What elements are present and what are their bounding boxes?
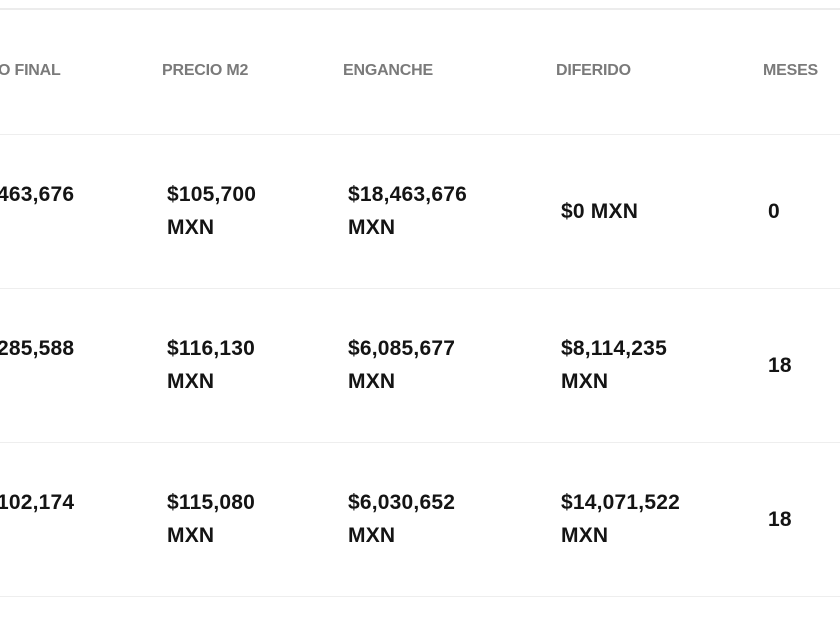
cell-precio-final: 102,174 — [0, 491, 75, 514]
row-divider — [0, 596, 840, 597]
cell-diferido: $0 MXN — [561, 200, 639, 223]
cell-precio-m2-value: $116,130 — [167, 337, 256, 360]
header-divider — [0, 134, 840, 135]
cell-precio-m2-unit: MXN — [167, 216, 215, 239]
column-header-precio-final: O FINAL — [0, 62, 61, 79]
cell-precio-m2-value: $105,700 — [167, 183, 257, 206]
table-top-border — [0, 0, 840, 10]
cell-diferido-unit: MXN — [561, 524, 609, 547]
cell-diferido-value: $14,071,522 — [561, 491, 680, 514]
cell-precio-m2-value: $115,080 — [167, 491, 256, 514]
cell-precio-m2-unit: MXN — [167, 524, 215, 547]
cell-precio-m2: $116,130 MXN — [167, 332, 255, 398]
cell-meses: 0 — [768, 200, 780, 223]
cell-precio-m2: $115,080 MXN — [167, 486, 255, 552]
cell-enganche-unit: MXN — [348, 524, 396, 547]
cell-diferido-unit: MXN — [561, 370, 609, 393]
cell-diferido: $14,071,522 MXN — [561, 486, 680, 552]
cell-precio-m2: $105,700 MXN — [167, 178, 256, 244]
cell-enganche-unit: MXN — [348, 370, 396, 393]
cell-enganche: $6,085,677 MXN — [348, 332, 455, 398]
column-header-precio-m2: PRECIO M2 — [162, 62, 249, 79]
cell-precio-final: 463,676 — [0, 183, 75, 206]
cell-precio-m2-unit: MXN — [167, 370, 215, 393]
cell-meses: 18 — [768, 508, 792, 531]
cell-enganche-unit: MXN — [348, 216, 396, 239]
column-header-diferido: DIFERIDO — [556, 62, 631, 79]
cell-diferido: $8,114,235 MXN — [561, 332, 667, 398]
column-header-meses: MESES — [763, 62, 819, 79]
cell-diferido-value: $8,114,235 — [561, 337, 667, 360]
row-divider — [0, 288, 840, 289]
cell-meses: 18 — [768, 354, 792, 377]
cell-enganche-value: $18,463,676 — [348, 183, 467, 206]
cell-enganche-value: $6,085,677 — [348, 337, 456, 360]
cell-enganche: $18,463,676 MXN — [348, 178, 467, 244]
cell-precio-final: 285,588 — [0, 337, 75, 360]
cell-enganche: $6,030,652 MXN — [348, 486, 455, 552]
row-divider — [0, 442, 840, 443]
cell-enganche-value: $6,030,652 — [348, 491, 456, 514]
column-header-enganche: ENGANCHE — [343, 62, 433, 79]
